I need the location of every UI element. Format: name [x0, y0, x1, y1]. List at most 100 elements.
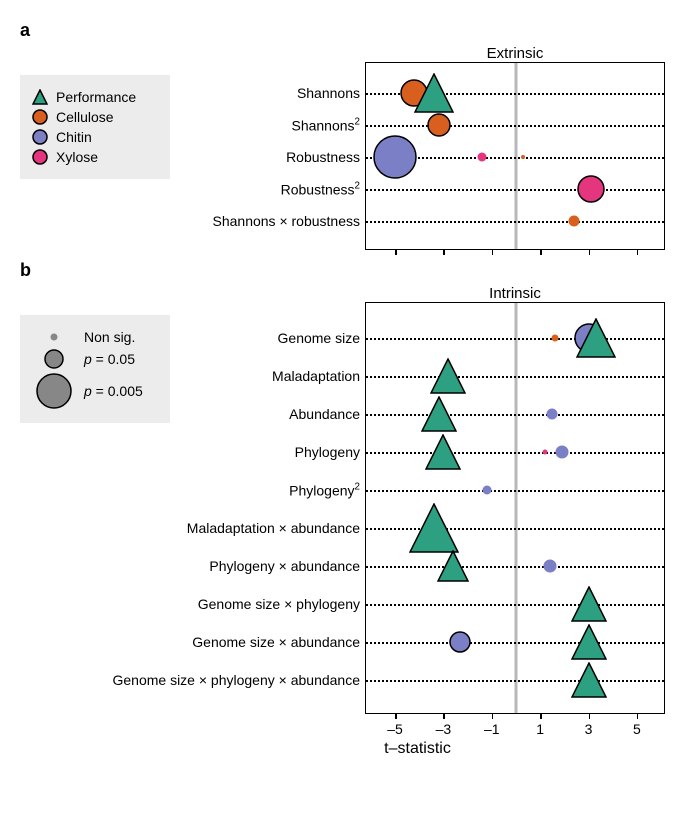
plot-a: ExtrinsicShannonsShannons2RobustnessRobu… [170, 45, 665, 250]
data-point [546, 408, 558, 420]
x-tick [540, 713, 542, 719]
y-label: Phylogeny × abundance [209, 558, 366, 574]
row-dots [366, 642, 664, 644]
y-label: Maladaptation [272, 368, 366, 384]
data-point [577, 175, 605, 203]
data-point [555, 445, 569, 459]
x-tick [395, 249, 397, 255]
y-label: Abundance [289, 406, 366, 422]
row-dots [366, 680, 664, 682]
y-label: Genome size × phylogeny × abundance [112, 672, 366, 688]
triangle-icon [32, 89, 48, 105]
x-tick [637, 249, 639, 255]
x-tick [637, 713, 639, 719]
panel-label-b: b [20, 260, 665, 281]
row-dots [366, 189, 664, 191]
size-legend-item: p = 0.05 [32, 349, 158, 369]
circle-icon [32, 109, 48, 125]
data-point [373, 135, 417, 179]
y-label: Robustness2 [281, 181, 366, 198]
legend-label: Chitin [56, 129, 92, 145]
y-label: Phylogeny [295, 444, 366, 460]
x-tick [540, 249, 542, 255]
y-label: Genome size [278, 330, 366, 346]
data-point [421, 396, 457, 432]
y-label: Robustness [286, 149, 366, 165]
data-point [425, 434, 461, 470]
circle-icon [32, 149, 48, 165]
data-point [571, 624, 607, 660]
data-point [521, 155, 526, 160]
row-dots [366, 414, 664, 416]
data-point [571, 662, 607, 698]
x-tick-label: –3 [436, 721, 452, 737]
x-tick [443, 249, 445, 255]
x-ticks [366, 249, 664, 255]
data-point [542, 449, 548, 455]
data-point [576, 318, 616, 358]
x-tick-label: –5 [387, 721, 403, 737]
panel-a: PerformanceCelluloseChitinXylose Extrins… [20, 45, 665, 250]
circle-icon [32, 333, 76, 341]
zero-line [515, 303, 518, 713]
x-tick-label: 3 [585, 721, 593, 737]
plot-b: IntrinsicGenome sizeMaladaptationAbundan… [170, 285, 665, 714]
chart-col-b: IntrinsicGenome sizeMaladaptationAbundan… [170, 285, 665, 758]
x-tick-label: 5 [633, 721, 641, 737]
circle-icon [32, 129, 48, 145]
data-point [449, 631, 471, 653]
legend-label: Xylose [56, 149, 98, 165]
y-label: Genome size × abundance [192, 634, 366, 650]
legend-item: Xylose [32, 149, 158, 165]
data-point [477, 152, 487, 162]
row-dots [366, 376, 664, 378]
row-dots [366, 604, 664, 606]
x-ticks: –5–3–1135 [366, 713, 664, 719]
legend-item: Performance [32, 89, 158, 105]
y-label: Shannons2 [291, 117, 366, 134]
x-tick-label: –1 [484, 721, 500, 737]
data-point [482, 485, 492, 495]
legend-col-a: Performance Cellulose Chitin Xylose [20, 45, 170, 179]
chart-area: ShannonsShannons2RobustnessRobustness2Sh… [365, 62, 665, 250]
size-legend-label: p = 0.005 [84, 383, 143, 399]
data-point [427, 113, 451, 137]
circle-icon [32, 373, 76, 409]
data-point [414, 73, 454, 113]
legend-col-b: Non sig. p = 0.05 p = 0.005 [20, 285, 170, 423]
circle-icon [32, 349, 76, 369]
x-tick-label: 1 [536, 721, 544, 737]
row-dots [366, 490, 664, 492]
data-point [551, 334, 559, 342]
data-point [430, 358, 466, 394]
size-legend: Non sig. p = 0.05 p = 0.005 [20, 315, 170, 423]
data-point [409, 503, 459, 553]
size-legend-item: p = 0.005 [32, 373, 158, 409]
size-legend-label: Non sig. [84, 329, 135, 345]
series-legend: Performance Cellulose Chitin Xylose [20, 75, 170, 179]
row-dots [366, 125, 664, 127]
legend-item: Chitin [32, 129, 158, 145]
x-tick [589, 713, 591, 719]
size-legend-item: Non sig. [32, 329, 158, 345]
x-axis-label: t–statistic [170, 740, 665, 758]
y-label: Phylogeny2 [289, 482, 366, 499]
row-dots [366, 338, 664, 340]
y-label: Maladaptation × abundance [187, 520, 366, 536]
chart-area: Genome sizeMaladaptationAbundancePhyloge… [365, 302, 665, 714]
panel-label-a: a [20, 20, 665, 41]
chart-title: Intrinsic [365, 285, 665, 302]
legend-item: Cellulose [32, 109, 158, 125]
data-point [543, 559, 557, 573]
legend-label: Cellulose [56, 109, 114, 125]
chart-col-a: ExtrinsicShannonsShannons2RobustnessRobu… [170, 45, 665, 250]
data-point [437, 550, 469, 582]
x-tick [492, 249, 494, 255]
y-label: Shannons × robustness [213, 213, 367, 229]
x-tick [443, 713, 445, 719]
data-point [568, 215, 580, 227]
x-tick [492, 713, 494, 719]
legend-label: Performance [56, 89, 136, 105]
row-dots [366, 452, 664, 454]
data-point [571, 586, 607, 622]
